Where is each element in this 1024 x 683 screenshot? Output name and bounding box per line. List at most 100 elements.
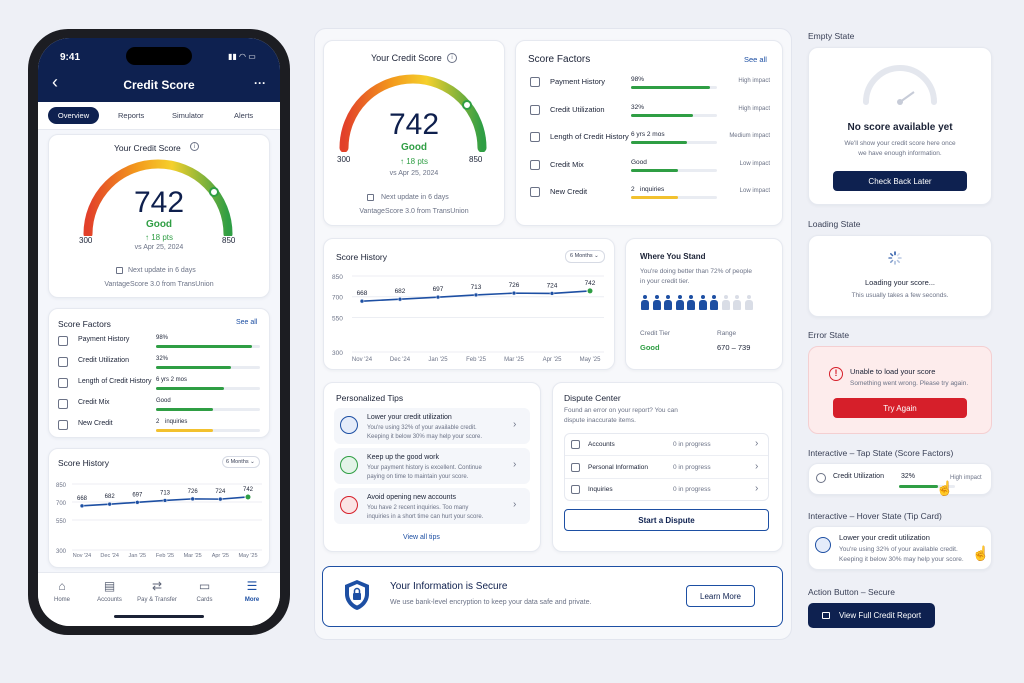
data-point[interactable]: [359, 298, 365, 304]
learn-more-button[interactable]: Learn More: [686, 585, 755, 607]
factor-name[interactable]: Credit Utilization: [78, 357, 129, 364]
cards-icon[interactable]: ▭: [198, 579, 211, 593]
more-icon[interactable]: ···: [254, 76, 266, 90]
hover-tip-text-2: Keeping it below 30% may help your score…: [839, 556, 964, 563]
data-point[interactable]: [107, 501, 112, 507]
data-label: 726: [188, 489, 199, 495]
tab-overview[interactable]: [48, 107, 99, 124]
tip-item[interactable]: [334, 448, 530, 484]
try-again-button[interactable]: Try Again: [833, 398, 967, 418]
factor-name[interactable]: Payment History: [78, 336, 130, 343]
menu-icon[interactable]: ☰: [246, 579, 258, 593]
tier-label: Credit Tier: [640, 330, 670, 337]
data-point[interactable]: [586, 287, 594, 295]
view-report-label[interactable]: View Full Credit Report: [838, 611, 922, 620]
factors-card: [515, 40, 783, 226]
data-point[interactable]: [244, 493, 252, 501]
empty-title: No score available yet: [847, 122, 953, 133]
data-label: 724: [547, 282, 558, 289]
try-again-label[interactable]: Try Again: [883, 403, 917, 413]
home-icon[interactable]: ⌂: [58, 579, 66, 593]
nav-label[interactable]: Accounts: [97, 597, 122, 603]
factor-bar: [156, 366, 260, 369]
check-back-later-button[interactable]: Check Back Later: [833, 171, 967, 191]
tab-simulator[interactable]: Simulator: [172, 111, 204, 120]
view-all-tips-link[interactable]: View all tips: [403, 534, 440, 541]
nav-label[interactable]: Cards: [196, 597, 213, 603]
phone-score-rating: Good: [145, 219, 173, 230]
history-range-select[interactable]: [565, 250, 605, 263]
accounts-icon[interactable]: ▤: [103, 579, 116, 593]
chevron-right-icon[interactable]: ›: [513, 499, 517, 510]
data-point[interactable]: [190, 496, 195, 502]
data-label: 742: [585, 280, 596, 287]
nav-label[interactable]: Pay & Transfer: [137, 597, 177, 603]
history-range-label[interactable]: 6 Months ⌄: [570, 253, 599, 259]
factor-name[interactable]: Payment History: [550, 77, 606, 86]
factor-name[interactable]: Length of Credit History: [550, 132, 629, 141]
tab-overview-label[interactable]: Overview: [57, 111, 90, 120]
factor-name[interactable]: New Credit: [78, 420, 113, 427]
score-card: [323, 40, 505, 226]
tip-item[interactable]: [334, 408, 530, 444]
person-icon: [664, 295, 672, 311]
dispute-row-name[interactable]: Accounts: [588, 441, 615, 448]
coin-icon: [815, 537, 831, 553]
tab-reports[interactable]: Reports: [118, 111, 145, 120]
x-tick-label: Dec '24: [390, 357, 411, 363]
data-point[interactable]: [435, 294, 441, 300]
tab-alerts[interactable]: Alerts: [234, 111, 254, 120]
phone-range-select[interactable]: [222, 456, 260, 468]
y-tick-label: 700: [332, 295, 343, 302]
data-point[interactable]: [79, 503, 85, 509]
data-point[interactable]: [473, 292, 479, 298]
chevron-right-icon[interactable]: ›: [755, 483, 759, 494]
data-point[interactable]: [135, 500, 140, 505]
dispute-row-name[interactable]: Personal Information: [588, 463, 648, 471]
chevron-right-icon[interactable]: ›: [755, 460, 759, 472]
factor-name[interactable]: Credit Utilization: [550, 104, 605, 114]
dispute-row-status: 0 in progress: [673, 463, 711, 471]
hover-tip-card[interactable]: [808, 526, 992, 570]
dispute-row-name[interactable]: Inquiries: [588, 486, 613, 493]
factor-name[interactable]: New Credit: [550, 187, 588, 196]
factor-name[interactable]: Credit Mix: [550, 159, 584, 169]
start-dispute-button[interactable]: Start a Dispute: [564, 509, 769, 531]
chevron-right-icon[interactable]: ›: [513, 459, 517, 470]
stand-text-2: in your credit tier.: [640, 278, 690, 285]
phone-range-label[interactable]: 6 Months ⌄: [226, 459, 255, 465]
chevron-right-icon[interactable]: ›: [513, 419, 517, 430]
back-icon[interactable]: ‹: [52, 72, 58, 92]
start-dispute-label[interactable]: Start a Dispute: [638, 515, 695, 525]
nav-label[interactable]: Home: [53, 597, 70, 603]
x-tick-label: Dec '24: [100, 553, 118, 559]
data-label: 726: [509, 282, 520, 289]
factor-name[interactable]: Length of Credit History: [78, 378, 152, 385]
data-point[interactable]: [397, 296, 403, 302]
factor-bar: [156, 408, 260, 411]
factor-impact: High impact: [738, 105, 770, 112]
check-back-label[interactable]: Check Back Later: [868, 176, 932, 186]
view-full-report-button[interactable]: View Full Credit Report: [808, 603, 935, 628]
data-point[interactable]: [162, 498, 168, 503]
phone-see-all-link[interactable]: See all: [236, 319, 258, 326]
factor-name[interactable]: Credit Mix: [78, 399, 110, 406]
chevron-right-icon[interactable]: ›: [755, 438, 759, 449]
tap-state-card[interactable]: [808, 463, 992, 495]
data-point[interactable]: [549, 291, 555, 296]
score-info-icon[interactable]: i: [447, 53, 457, 63]
data-point[interactable]: [511, 290, 517, 296]
learn-more-label[interactable]: Learn More: [700, 591, 741, 601]
data-point[interactable]: [218, 496, 223, 502]
factors-see-all-link[interactable]: See all: [744, 55, 767, 64]
transfer-icon[interactable]: ⇄: [151, 579, 163, 593]
info-icon[interactable]: i: [190, 142, 199, 151]
factor-icon: [530, 187, 540, 197]
person-icon: [733, 295, 741, 311]
loading-text: This usually takes a few seconds.: [851, 292, 949, 299]
hover-tip-text-1: You're using 32% of your available credi…: [839, 546, 958, 553]
factor-icon: [530, 104, 540, 115]
nav-label[interactable]: More: [244, 597, 260, 603]
phone-score-vs: vs Apr 25, 2024: [134, 244, 184, 251]
tip-item[interactable]: [334, 488, 530, 524]
